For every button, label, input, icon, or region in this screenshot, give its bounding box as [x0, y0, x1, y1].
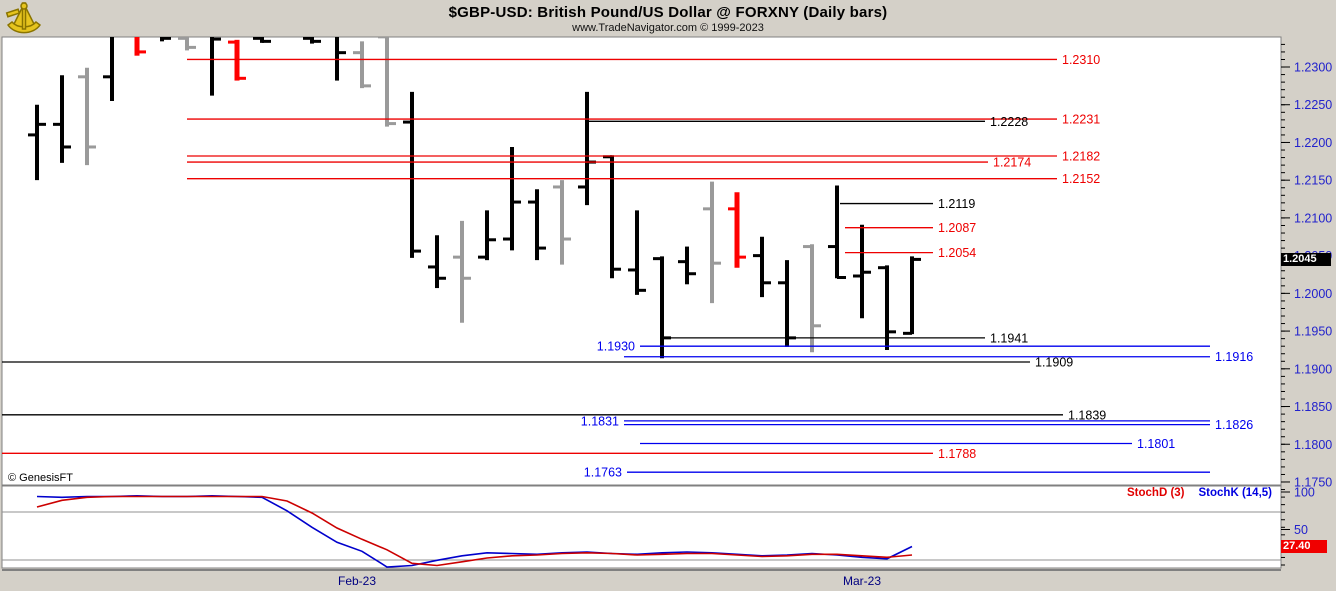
ohlc-bar[interactable] — [278, 20, 296, 33]
price-axis-label: 1.1950 — [1294, 325, 1332, 339]
price-level-labels-layer: 1.2310 1.2231 1.2228 1.2182 1.2174 1.2152 1.21… — [581, 53, 1254, 480]
indicator-legend: StochD (3) StochK (14,5) — [1127, 487, 1272, 499]
ohlc-bar[interactable] — [353, 41, 371, 89]
stochd-line[interactable] — [36, 495, 913, 567]
stochk-legend-label[interactable]: StochK (14,5) — [1198, 487, 1273, 499]
price-level-label: 1.1763 — [584, 466, 622, 480]
price-axis-label: 1.1800 — [1294, 438, 1332, 452]
price-panel[interactable] — [1, 36, 1282, 486]
ohlc-bar[interactable] — [703, 181, 721, 304]
current-price-badge: 1.2045 — [1281, 253, 1331, 266]
price-level-label: 1.2152 — [1062, 172, 1100, 186]
ohlc-bar[interactable] — [553, 180, 571, 265]
price-axis-label: 1.1900 — [1294, 362, 1332, 376]
price-level-label: 1.1941 — [990, 331, 1028, 345]
price-level-label: 1.1801 — [1137, 437, 1175, 451]
ohlc-bar[interactable] — [428, 235, 446, 289]
ohlc-bar[interactable] — [53, 75, 71, 163]
price-axis-label: 1.2150 — [1294, 174, 1332, 188]
indicator-axis-label: 100 — [1294, 486, 1315, 500]
price-level-label: 1.2119 — [938, 197, 975, 211]
ohlc-bar[interactable] — [853, 224, 871, 319]
ohlc-bar[interactable] — [803, 244, 821, 353]
genesis-watermark: © GenesisFT — [8, 472, 73, 484]
price-level-label: 1.2054 — [938, 246, 976, 260]
chart-title: $GBP-USD: British Pound/US Dollar @ FORX… — [448, 4, 888, 21]
price-level-label: 1.2087 — [938, 221, 976, 235]
price-axis-label: 1.1850 — [1294, 400, 1332, 414]
price-axis[interactable]: 1.23001.22501.22001.21501.21001.20501.20… — [1281, 43, 1332, 566]
price-level-label: 1.2231 — [1062, 113, 1100, 127]
price-level-label: 1.2174 — [993, 156, 1031, 170]
ohlc-bar[interactable] — [128, 26, 146, 56]
current-stoch-badge: 27.40 — [1281, 540, 1327, 553]
ohlc-bar[interactable] — [528, 189, 546, 261]
chart-subtitle: www.TradeNavigator.com © 1999-2023 — [572, 22, 764, 34]
ohlc-bar[interactable] — [753, 236, 771, 298]
ohlc-bar[interactable] — [178, 31, 196, 51]
price-level-label: 1.1788 — [938, 447, 976, 461]
price-axis-label: 1.2100 — [1294, 211, 1332, 225]
genesis-logo-icon — [3, 1, 45, 37]
ohlc-bar[interactable] — [503, 146, 521, 251]
ohlc-bar[interactable] — [878, 265, 896, 350]
ohlc-bar[interactable] — [303, 33, 321, 44]
price-level-label: 1.1916 — [1215, 350, 1253, 364]
ohlc-bar[interactable] — [828, 185, 846, 280]
price-level-label: 1.1930 — [597, 340, 635, 354]
price-level-label: 1.2182 — [1062, 150, 1100, 164]
indicator-axis-label: 50 — [1294, 523, 1308, 537]
ohlc-bar[interactable] — [253, 33, 271, 43]
price-level-label: 1.2310 — [1062, 53, 1100, 67]
indicator-panel[interactable] — [1, 485, 1282, 569]
ohlc-bar[interactable] — [228, 39, 246, 81]
price-level-label: 1.1826 — [1215, 418, 1253, 432]
ohlc-bar[interactable] — [903, 256, 921, 335]
price-level-label: 1.1909 — [1035, 356, 1073, 370]
price-axis-label: 1.2000 — [1294, 287, 1332, 301]
price-axis-label: 1.2300 — [1294, 61, 1332, 75]
ohlc-bar[interactable] — [328, 28, 346, 81]
price-level-label: 1.1839 — [1068, 408, 1106, 422]
ohlc-bar[interactable] — [78, 67, 96, 166]
x-axis-label-feb: Feb-23 — [337, 574, 377, 588]
ohlc-bar[interactable] — [478, 210, 496, 261]
ohlc-bar[interactable] — [728, 192, 746, 268]
price-axis-label: 1.2200 — [1294, 136, 1332, 150]
ohlc-bar[interactable] — [628, 210, 646, 295]
stochd-legend-label[interactable]: StochD (3) — [1127, 487, 1185, 499]
price-levels-layer[interactable] — [0, 58, 1210, 473]
ohlc-bar[interactable] — [378, 28, 396, 127]
ohlc-bar[interactable] — [103, 29, 121, 101]
price-axis-label: 1.1750 — [1294, 475, 1332, 489]
x-axis-label-mar: Mar-23 — [842, 574, 882, 588]
ohlc-bar[interactable] — [28, 104, 46, 181]
ohlc-bar[interactable] — [153, 26, 171, 42]
price-level-label: 1.2228 — [990, 115, 1028, 129]
price-axis-label: 1.2250 — [1294, 98, 1332, 112]
ohlc-bar[interactable] — [453, 220, 471, 323]
ohlc-bars-layer[interactable] — [28, 20, 921, 359]
price-level-label: 1.1831 — [581, 414, 619, 428]
ohlc-bar[interactable] — [603, 155, 621, 279]
ohlc-bar[interactable] — [678, 246, 696, 285]
stochastic-layer[interactable] — [2, 494, 1281, 568]
